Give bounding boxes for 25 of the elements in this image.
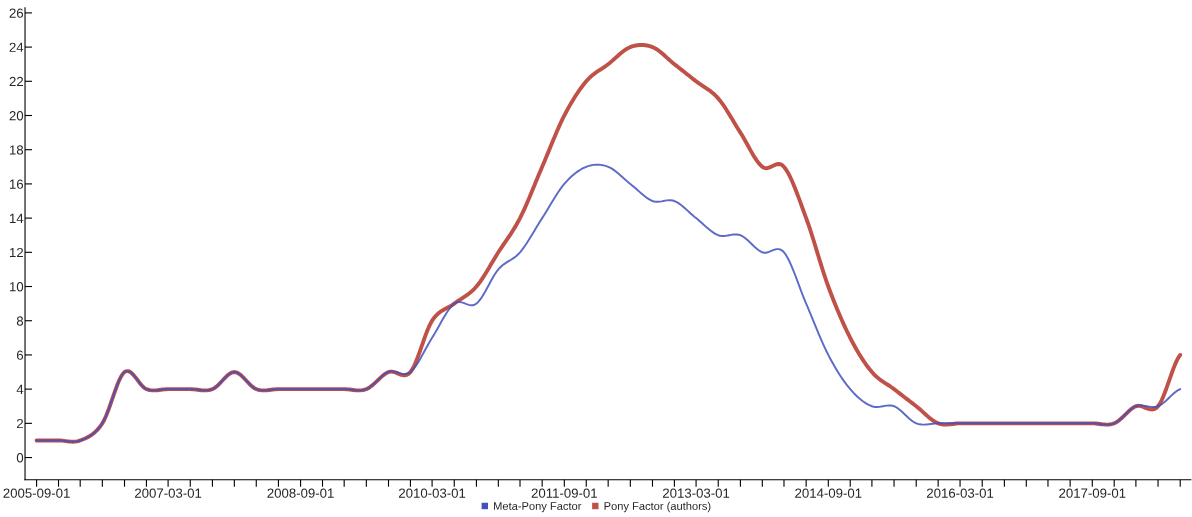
legend-label: Pony Factor (authors) bbox=[604, 501, 711, 513]
y-tick-label: 24 bbox=[9, 42, 24, 52]
y-tick-label: 18 bbox=[9, 145, 24, 155]
y-tick-label: 0 bbox=[16, 453, 24, 463]
legend-label: Meta-Pony Factor bbox=[494, 502, 582, 513]
y-tick-label: 6 bbox=[16, 350, 24, 360]
y-tick-label: 14 bbox=[9, 213, 24, 223]
x-tick-label: 2011-09-01 bbox=[531, 488, 597, 498]
x-tick-label: 2008-09-01 bbox=[267, 488, 334, 498]
y-tick-label: 2 bbox=[16, 418, 23, 429]
y-tick-label: 12 bbox=[9, 247, 23, 258]
y-tick-label: 20 bbox=[9, 111, 24, 121]
x-tick-label: 2005-09-01 bbox=[3, 488, 70, 498]
y-tick-label: 8 bbox=[16, 316, 24, 326]
x-tick-label: 2007-03-01 bbox=[135, 488, 202, 498]
x-tick-label: 2014-09-01 bbox=[795, 488, 862, 498]
x-tick-label: 2016-03-01 bbox=[926, 488, 994, 498]
y-tick-label: 10 bbox=[9, 282, 24, 292]
x-tick-label: 2013-03-01 bbox=[663, 488, 730, 498]
y-tick-label: 16 bbox=[9, 179, 24, 189]
x-tick-label: 2017-09-01 bbox=[1059, 488, 1126, 498]
y-tick-label: 4 bbox=[16, 384, 24, 394]
y-tick-label: 22 bbox=[9, 76, 23, 87]
x-tick-label: 2010-03-01 bbox=[399, 488, 466, 498]
y-tick-label: 26 bbox=[9, 8, 24, 18]
